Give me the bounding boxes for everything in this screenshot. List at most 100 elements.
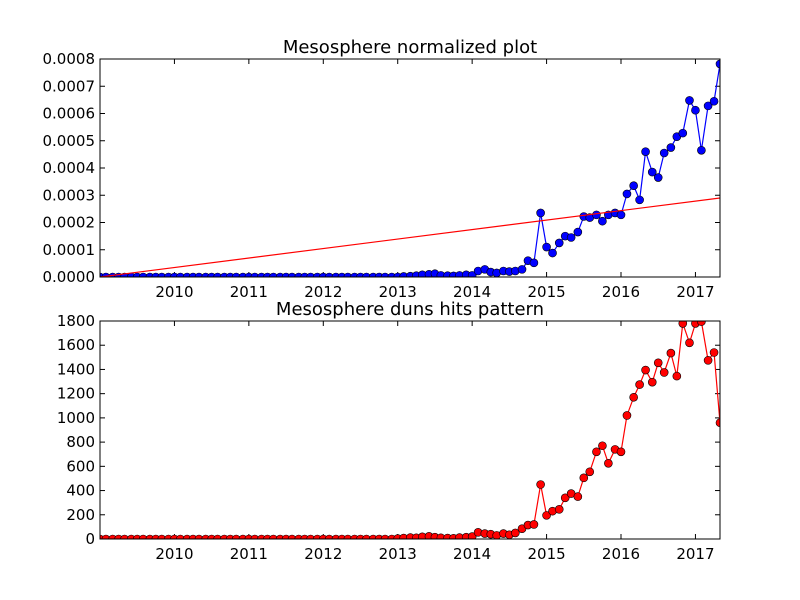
plot-area bbox=[100, 59, 720, 277]
data-point bbox=[511, 528, 520, 538]
x-tick-label: 2012 bbox=[304, 545, 342, 563]
data-point bbox=[517, 265, 527, 274]
data-point bbox=[653, 173, 663, 182]
x-tick-label: 2015 bbox=[527, 545, 565, 563]
data-point bbox=[343, 534, 353, 539]
data-point bbox=[622, 411, 632, 420]
data-point bbox=[287, 534, 297, 539]
y-tick-label: 1800 bbox=[57, 312, 95, 330]
data-point bbox=[194, 534, 204, 539]
data-point bbox=[616, 447, 626, 457]
data-point bbox=[467, 532, 477, 539]
y-tick-label: 800 bbox=[66, 433, 95, 451]
y-tick-label: 1600 bbox=[57, 336, 95, 354]
data-point bbox=[709, 96, 719, 106]
x-tick-label: 2011 bbox=[230, 545, 268, 563]
data-point bbox=[269, 272, 278, 277]
data-point bbox=[176, 534, 185, 539]
data-point bbox=[250, 534, 260, 539]
data-point bbox=[685, 96, 694, 105]
series-line bbox=[100, 197, 720, 277]
chart-2: 2010 2011 2012 2013 2014 2015 2016 2017 0 200 400 6… bbox=[57, 299, 721, 563]
chart-title: Mesosphere duns hits pattern bbox=[276, 299, 544, 320]
data-point bbox=[380, 534, 390, 539]
y-tick-label: 0.0003 bbox=[43, 186, 96, 204]
data-point bbox=[554, 238, 564, 248]
data-point bbox=[269, 534, 278, 539]
data-point bbox=[659, 148, 669, 158]
data-point bbox=[579, 473, 589, 483]
y-tick-label: 1200 bbox=[57, 385, 95, 403]
data-point bbox=[554, 505, 564, 514]
x-tick-label: 2013 bbox=[379, 283, 417, 301]
y-tick-label: 1400 bbox=[57, 360, 95, 378]
y-tick-label: 400 bbox=[66, 482, 95, 500]
data-point bbox=[585, 467, 595, 477]
data-point bbox=[598, 216, 607, 226]
y-tick-label: 0 bbox=[85, 530, 95, 548]
y-tick-label: 0.0008 bbox=[43, 50, 96, 68]
data-point bbox=[343, 272, 353, 277]
data-point bbox=[647, 167, 657, 177]
data-point bbox=[287, 272, 297, 277]
data-point bbox=[629, 392, 638, 402]
x-tick-label: 2017 bbox=[676, 283, 714, 301]
data-point bbox=[715, 418, 720, 428]
data-point bbox=[697, 321, 706, 326]
y-tick-label: 600 bbox=[66, 457, 95, 475]
x-tick-label: 2017 bbox=[676, 545, 714, 563]
y-tick-label: 0.0001 bbox=[43, 241, 96, 259]
data-point bbox=[542, 511, 551, 520]
data-point bbox=[138, 534, 148, 539]
data-point bbox=[659, 368, 669, 377]
data-point bbox=[653, 358, 663, 368]
x-tick-label: 2011 bbox=[230, 283, 268, 301]
data-point bbox=[536, 480, 545, 489]
data-point bbox=[573, 492, 583, 501]
series-1 bbox=[100, 59, 720, 277]
data-point bbox=[467, 271, 477, 277]
data-point bbox=[635, 195, 644, 205]
data-point bbox=[362, 272, 371, 277]
data-point bbox=[176, 272, 185, 277]
data-point bbox=[685, 338, 694, 348]
y-tick-label: 0.0002 bbox=[43, 214, 96, 232]
y-tick-label: 1000 bbox=[57, 409, 95, 427]
data-point bbox=[231, 534, 241, 539]
data-point bbox=[120, 534, 129, 539]
data-point bbox=[324, 272, 334, 277]
data-point bbox=[647, 377, 657, 387]
data-point bbox=[542, 242, 551, 252]
data-point bbox=[101, 534, 111, 539]
data-point bbox=[598, 441, 607, 451]
y-tick-label: 0.0005 bbox=[43, 132, 96, 150]
data-point bbox=[324, 534, 334, 539]
chart-1: 2010 2011 2012 2013 2014 2015 2016 2017 0.0000 0.… bbox=[43, 37, 721, 301]
data-point bbox=[362, 534, 371, 539]
y-tick-label: 0.0004 bbox=[43, 159, 96, 177]
plot-area bbox=[100, 321, 720, 539]
data-point bbox=[666, 348, 676, 358]
data-point bbox=[622, 189, 632, 199]
data-point bbox=[666, 143, 676, 152]
x-tick-label: 2012 bbox=[304, 283, 342, 301]
x-tick-label: 2013 bbox=[379, 545, 417, 563]
data-point bbox=[560, 493, 570, 503]
series-2 bbox=[100, 197, 720, 277]
x-tick-label: 2014 bbox=[453, 545, 491, 563]
data-point bbox=[691, 105, 700, 115]
data-point bbox=[380, 272, 390, 277]
data-point bbox=[635, 380, 644, 389]
data-point bbox=[250, 272, 260, 277]
y-tick-label: 0.0007 bbox=[43, 77, 96, 95]
x-tick-label: 2010 bbox=[155, 545, 193, 563]
data-point bbox=[157, 272, 167, 277]
data-point bbox=[194, 272, 204, 277]
data-point bbox=[231, 272, 241, 277]
axes-frame bbox=[99, 58, 721, 278]
data-point bbox=[213, 534, 222, 539]
data-point bbox=[592, 447, 601, 457]
y-tick-label: 0.0006 bbox=[43, 105, 96, 123]
chart-title: Mesosphere normalized plot bbox=[283, 37, 537, 58]
